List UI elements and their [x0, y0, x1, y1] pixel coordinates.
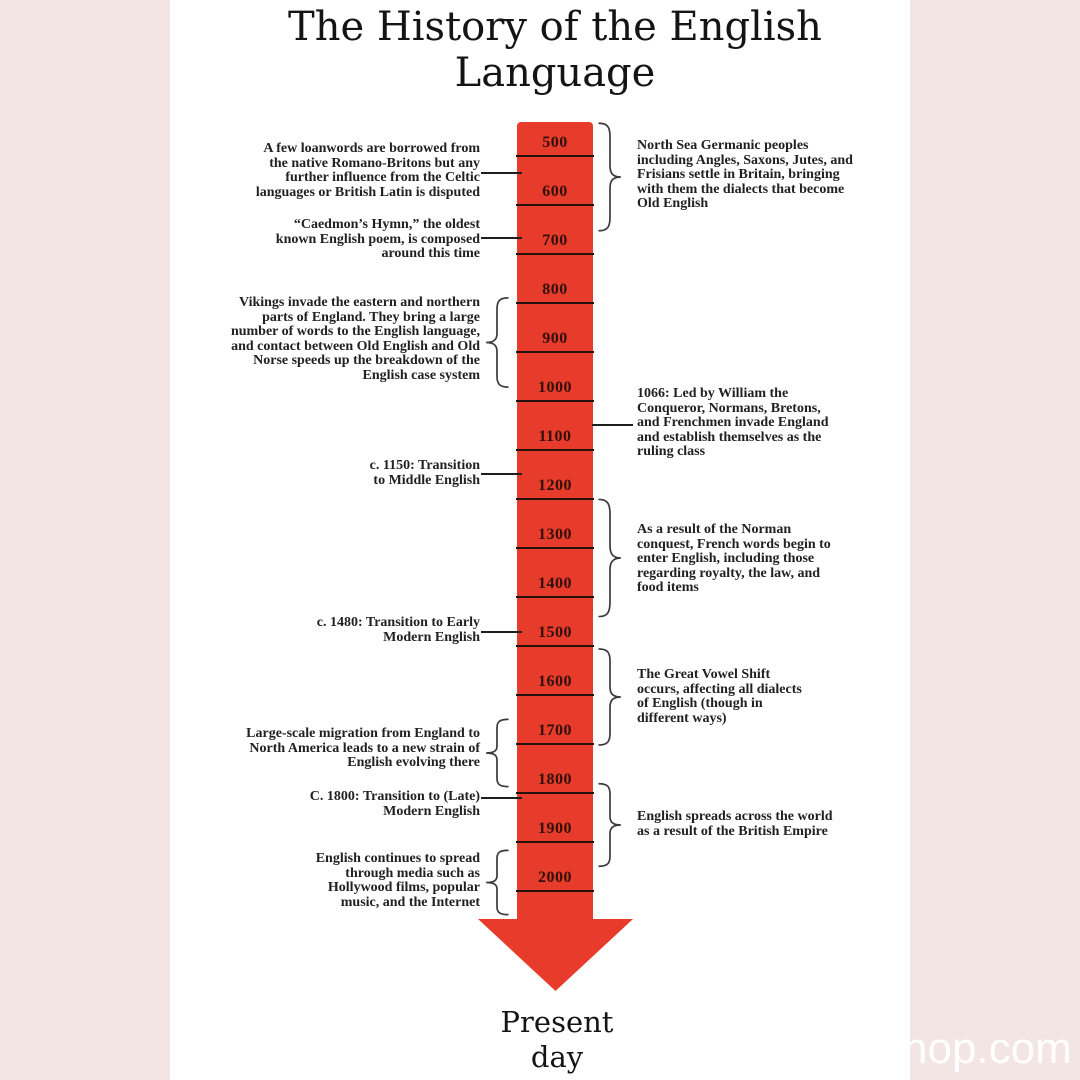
annotation-vikings: Vikings invade the eastern and northern … [230, 295, 480, 383]
curly-brace-icon [597, 647, 623, 747]
connector-line [481, 473, 522, 475]
year-tick [516, 498, 594, 500]
connector-line [481, 631, 522, 633]
year-label: 1200 [538, 477, 572, 494]
year-tick [516, 841, 594, 843]
curly-brace-icon [484, 849, 510, 916]
annotation-norman-invasion: 1066: Led by William the Conqueror, Norm… [637, 386, 829, 459]
year-tick [516, 792, 594, 794]
present-day-label: Present day [500, 1005, 614, 1074]
timeline-arrow-shaft [517, 122, 593, 920]
annotation-early-modern-english: c. 1480: Transition to Early Modern Engl… [316, 615, 480, 645]
annotation-media-spread: English continues to spread through medi… [315, 851, 480, 910]
year-label: 500 [542, 134, 568, 151]
watermark: hop.com [903, 1024, 1072, 1073]
year-tick [516, 449, 594, 451]
year-tick [516, 596, 594, 598]
year-label: 1900 [538, 820, 572, 837]
connector-line [481, 237, 522, 239]
year-label: 1300 [538, 526, 572, 543]
year-tick [516, 743, 594, 745]
year-tick [516, 645, 594, 647]
curly-brace-icon [597, 497, 623, 619]
year-label: 1000 [538, 379, 572, 396]
annotation-british-empire: English spreads across the world as a re… [637, 809, 833, 839]
annotation-migration: Large-scale migration from England to No… [246, 726, 480, 770]
page-title: The History of the English Language [288, 4, 822, 96]
year-label: 1800 [538, 771, 572, 788]
curly-brace-icon [597, 782, 623, 868]
year-tick [516, 547, 594, 549]
year-tick [516, 351, 594, 353]
year-tick [516, 302, 594, 304]
year-tick [516, 155, 594, 157]
connector-line [481, 797, 522, 799]
year-label: 700 [542, 232, 568, 249]
year-label: 1500 [538, 624, 572, 641]
annotation-french-words: As a result of the Norman conquest, Fren… [637, 522, 831, 595]
year-label: 1700 [538, 722, 572, 739]
annotation-germanic-peoples: North Sea Germanic peoples including Ang… [637, 138, 853, 211]
year-label: 1600 [538, 673, 572, 690]
annotation-caedmons-hymn: “Caedmon’s Hymn,” the oldest known Engli… [275, 217, 480, 261]
annotation-middle-english: c. 1150: Transition to Middle English [369, 458, 480, 488]
year-label: 600 [542, 183, 568, 200]
year-label: 1100 [538, 428, 572, 445]
year-label: 2000 [538, 869, 572, 886]
annotation-loanwords: A few loanwords are borrowed from the na… [255, 141, 480, 200]
connector-line [592, 424, 633, 426]
year-label: 900 [542, 330, 568, 347]
year-tick [516, 253, 594, 255]
curly-brace-icon [597, 121, 623, 233]
year-tick [516, 694, 594, 696]
curly-brace-icon [484, 296, 510, 389]
year-tick [516, 890, 594, 892]
year-tick [516, 204, 594, 206]
curly-brace-icon [484, 718, 510, 788]
year-label: 1400 [538, 575, 572, 592]
down-arrow-icon [478, 919, 633, 991]
year-label: 800 [542, 281, 568, 298]
year-tick [516, 400, 594, 402]
annotation-great-vowel-shift: The Great Vowel Shift occurs, affecting … [637, 667, 802, 726]
annotation-late-modern-english: C. 1800: Transition to (Late) Modern Eng… [309, 789, 480, 819]
connector-line [481, 172, 522, 174]
